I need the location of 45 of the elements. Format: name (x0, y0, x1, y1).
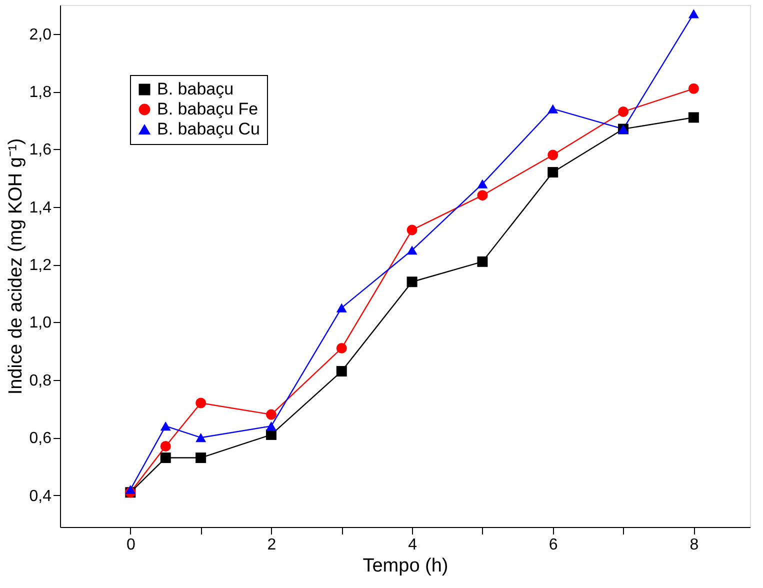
y-tick-label: 1,2 (29, 257, 52, 274)
x-tick-label: 2 (267, 536, 276, 554)
point (336, 342, 347, 354)
legend-label: B. babaçu (157, 80, 234, 98)
point (160, 441, 171, 452)
point (160, 422, 171, 431)
point (336, 366, 347, 377)
x-tick-label: 6 (548, 536, 558, 554)
x-axis-title: Tempo (h) (362, 556, 448, 576)
y-tick-label: 1,8 (29, 84, 52, 102)
point (266, 409, 276, 420)
x-tick-label: 0 (126, 536, 136, 554)
y-tick-label: 2,0 (29, 26, 52, 44)
point (548, 167, 558, 178)
y-tick-label: 1,4 (29, 199, 52, 216)
point (548, 104, 558, 114)
point (406, 276, 418, 288)
point (196, 452, 206, 464)
point (196, 433, 206, 442)
point (688, 112, 699, 123)
point (125, 484, 136, 494)
y-axis-title: Indice de acidez (mg KOH g⁻¹) (5, 138, 26, 395)
point (477, 179, 488, 188)
point (548, 150, 558, 160)
y-tick-label: 0,6 (29, 430, 52, 448)
y-tick-label: 0,8 (29, 372, 52, 390)
y-tick-label: 0,4 (29, 488, 52, 505)
point (618, 106, 629, 117)
point (406, 224, 418, 236)
point (406, 246, 418, 255)
x-tick-label: 8 (690, 536, 699, 554)
legend-label: B. babaçu Cu (157, 120, 260, 138)
point (477, 190, 488, 201)
y-tick-label: 1,6 (29, 142, 52, 159)
point (477, 256, 488, 267)
y-tick-label: 1,0 (29, 314, 52, 332)
point (688, 83, 699, 94)
point (336, 303, 347, 312)
point (196, 398, 206, 408)
legend-label: B. babaçu Fe (157, 100, 258, 118)
point (160, 452, 171, 464)
point (688, 9, 699, 18)
point (266, 422, 276, 431)
x-tick-label: 4 (408, 536, 418, 554)
point (266, 429, 276, 440)
